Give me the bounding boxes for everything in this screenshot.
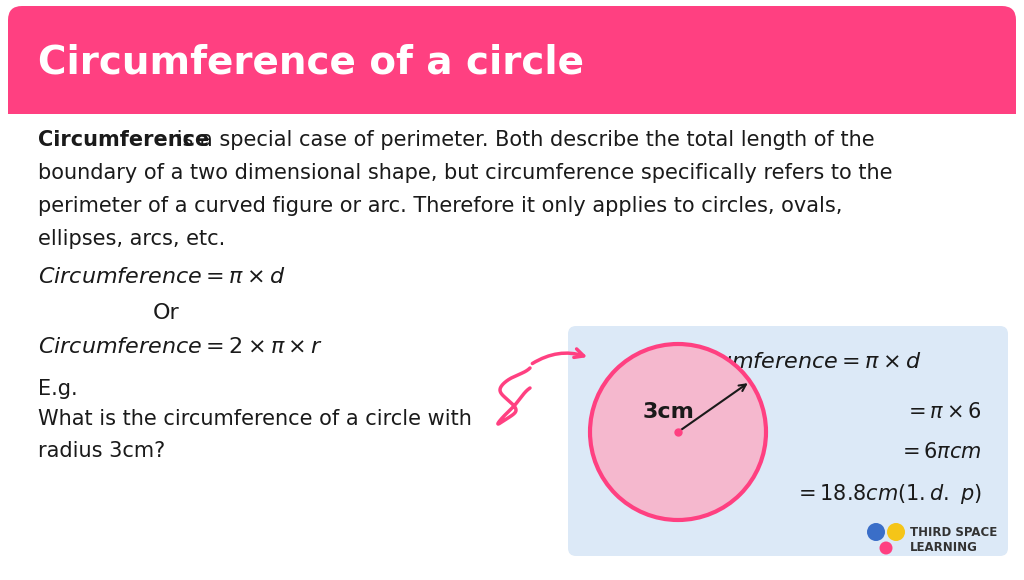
Text: $= 6\pi cm$: $= 6\pi cm$ <box>898 442 982 462</box>
Text: $Circumference = \pi \times d$: $Circumference = \pi \times d$ <box>674 352 922 372</box>
FancyArrowPatch shape <box>532 349 584 364</box>
Text: $= \pi \times 6$: $= \pi \times 6$ <box>904 402 982 422</box>
Text: THIRD SPACE: THIRD SPACE <box>910 526 997 539</box>
Text: $= 18.8cm(1.d.\ p)$: $= 18.8cm(1.d.\ p)$ <box>795 482 982 506</box>
Text: LEARNING: LEARNING <box>910 541 978 554</box>
Text: boundary of a two dimensional shape, but circumference specifically refers to th: boundary of a two dimensional shape, but… <box>38 163 893 183</box>
FancyBboxPatch shape <box>8 6 1016 114</box>
Circle shape <box>887 523 905 541</box>
Text: E.g.: E.g. <box>38 379 78 399</box>
Text: 3cm: 3cm <box>642 402 694 422</box>
Text: Or: Or <box>153 303 180 323</box>
FancyBboxPatch shape <box>568 326 1008 556</box>
Text: is a special case of perimeter. Both describe the total length of the: is a special case of perimeter. Both des… <box>170 130 874 150</box>
Text: ellipses, arcs, etc.: ellipses, arcs, etc. <box>38 229 225 249</box>
Circle shape <box>590 344 766 520</box>
Text: What is the circumference of a circle with: What is the circumference of a circle wi… <box>38 409 472 429</box>
Bar <box>8 80 1016 114</box>
FancyBboxPatch shape <box>8 6 1016 572</box>
Text: $Circumference = \pi \times d$: $Circumference = \pi \times d$ <box>38 267 286 287</box>
Circle shape <box>867 523 885 541</box>
Circle shape <box>880 542 893 554</box>
Text: Circumference of a circle: Circumference of a circle <box>38 43 584 81</box>
Text: perimeter of a curved figure or arc. Therefore it only applies to circles, ovals: perimeter of a curved figure or arc. The… <box>38 196 843 216</box>
Text: $Circumference = 2 \times \pi \times r$: $Circumference = 2 \times \pi \times r$ <box>38 337 323 357</box>
Text: Circumference: Circumference <box>38 130 209 150</box>
Text: radius 3cm?: radius 3cm? <box>38 441 165 461</box>
